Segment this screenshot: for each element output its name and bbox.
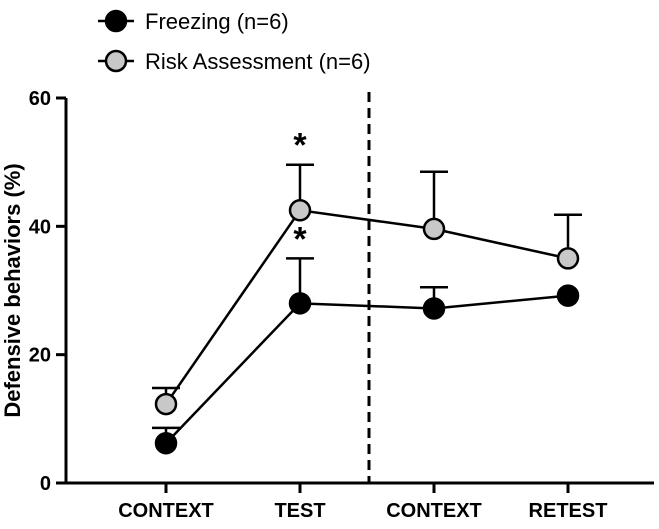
data-point bbox=[422, 297, 446, 320]
data-point bbox=[288, 292, 312, 315]
legend-label: Freezing (n=6) bbox=[145, 9, 289, 34]
y-tick-label: 60 bbox=[29, 88, 51, 110]
x-tick-label: RETEST bbox=[529, 500, 608, 522]
legend-marker bbox=[104, 9, 128, 33]
plot-area: ** bbox=[152, 92, 582, 483]
data-point bbox=[556, 247, 580, 270]
data-point bbox=[288, 199, 312, 222]
series-freezing bbox=[152, 257, 580, 455]
data-point bbox=[422, 217, 446, 241]
significance-asterisk: * bbox=[293, 220, 307, 258]
series-line bbox=[165, 294, 569, 445]
y-tick-label: 40 bbox=[29, 216, 51, 238]
x-tick-label: CONTEXT bbox=[118, 500, 214, 522]
data-point bbox=[154, 392, 178, 416]
legend-item-freezing: Freezing (n=6) bbox=[98, 9, 289, 34]
legend-item-risk-assessment: Risk Assessment (n=6) bbox=[98, 49, 371, 74]
series-line bbox=[164, 208, 569, 405]
legend-label: Risk Assessment (n=6) bbox=[145, 49, 371, 74]
significance-asterisk: * bbox=[293, 127, 307, 165]
y-tick-label: 20 bbox=[29, 345, 51, 367]
y-tick-label: 0 bbox=[40, 473, 51, 495]
legend-marker bbox=[104, 49, 128, 73]
data-point bbox=[556, 284, 580, 307]
x-tick-label: TEST bbox=[274, 500, 325, 522]
y-axis-title: Defensive behaviors (%) bbox=[0, 163, 25, 417]
data-point bbox=[154, 431, 178, 455]
legend: Freezing (n=6) Risk Assessment (n=6) bbox=[98, 9, 371, 74]
axes: 0 20 40 60 Defensive behaviors (%) CONTEXT TES… bbox=[0, 88, 654, 522]
x-tick-label: CONTEXT bbox=[386, 500, 482, 522]
series-risk-assessment bbox=[152, 163, 582, 416]
